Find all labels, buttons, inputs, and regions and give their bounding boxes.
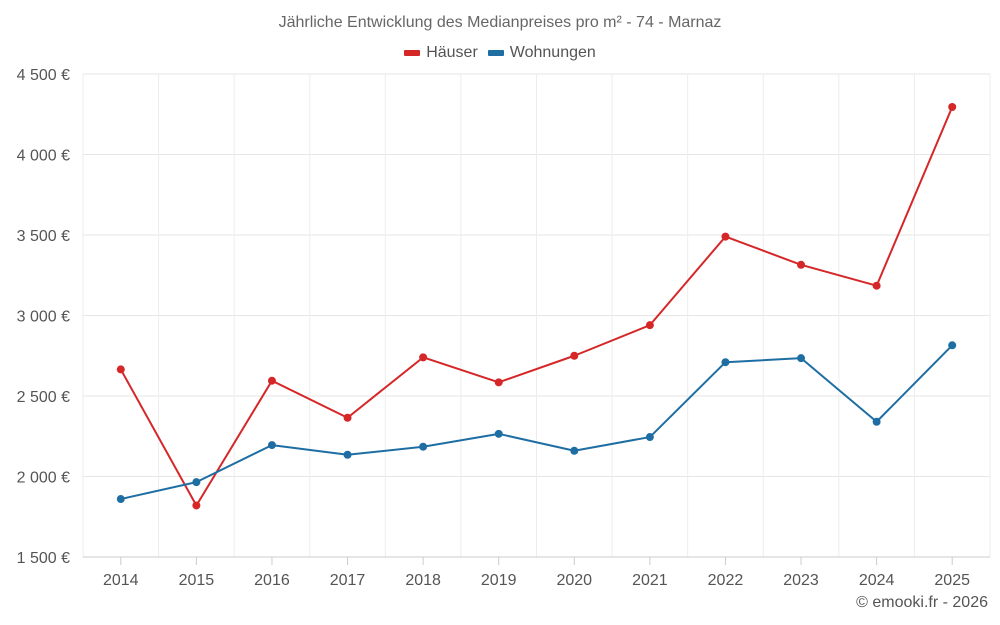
y-tick-label: 2 500 €	[17, 389, 70, 406]
data-point	[872, 281, 881, 290]
data-point	[419, 442, 428, 451]
y-tick-label: 4 500 €	[17, 67, 70, 84]
data-point	[645, 321, 654, 330]
x-tick-label: 2015	[179, 572, 215, 589]
y-tick-label: 4 000 €	[17, 148, 70, 165]
x-tick-label: 2016	[254, 572, 290, 589]
x-tick-label: 2021	[632, 572, 668, 589]
data-point	[570, 351, 579, 360]
legend-swatch-wohnungen	[487, 50, 504, 56]
data-point	[494, 378, 503, 387]
data-point	[872, 417, 881, 426]
legend-item-wohnungen[interactable]: Wohnungen	[487, 44, 596, 62]
legend-item-haeuser[interactable]: Häuser	[404, 44, 478, 62]
legend-label-wohnungen: Wohnungen	[509, 44, 596, 61]
data-point	[419, 353, 428, 362]
data-point	[116, 365, 125, 374]
x-tick-label: 2022	[708, 572, 744, 589]
legend: Häuser Wohnungen	[0, 44, 1000, 62]
x-tick-label: 2023	[783, 572, 819, 589]
x-tick-label: 2024	[859, 572, 895, 589]
x-tick-label: 2014	[103, 572, 139, 589]
data-point	[721, 358, 730, 367]
data-point	[192, 501, 201, 510]
legend-label-haeuser: Häuser	[426, 44, 478, 61]
series-line-wohnungen	[120, 344, 953, 501]
data-point	[570, 446, 579, 455]
data-point	[797, 354, 806, 363]
x-tick-label: 2020	[556, 572, 592, 589]
data-point	[267, 376, 276, 385]
data-point	[343, 413, 352, 422]
data-point	[343, 450, 352, 459]
data-point	[494, 429, 503, 438]
y-tick-label: 3 000 €	[17, 309, 70, 326]
legend-swatch-haeuser	[404, 50, 421, 56]
x-tick-label: 2019	[481, 572, 517, 589]
data-point	[948, 341, 957, 350]
data-point	[797, 260, 806, 269]
x-tick-label: 2017	[330, 572, 366, 589]
x-tick-label: 2025	[934, 572, 970, 589]
data-point	[645, 433, 654, 442]
data-point	[721, 232, 730, 241]
data-point	[267, 441, 276, 450]
y-tick-label: 1 500 €	[17, 550, 70, 567]
x-tick-label: 2018	[405, 572, 441, 589]
data-point	[116, 495, 125, 504]
credit: © emooki.fr - 2026	[856, 594, 988, 611]
y-tick-label: 2 000 €	[17, 470, 70, 487]
data-point	[192, 478, 201, 487]
chart-title: Jährliche Entwicklung des Medianpreises …	[278, 14, 722, 31]
series-line-haeuser	[119, 106, 954, 507]
data-point	[948, 103, 957, 112]
y-tick-label: 3 500 €	[17, 228, 70, 245]
